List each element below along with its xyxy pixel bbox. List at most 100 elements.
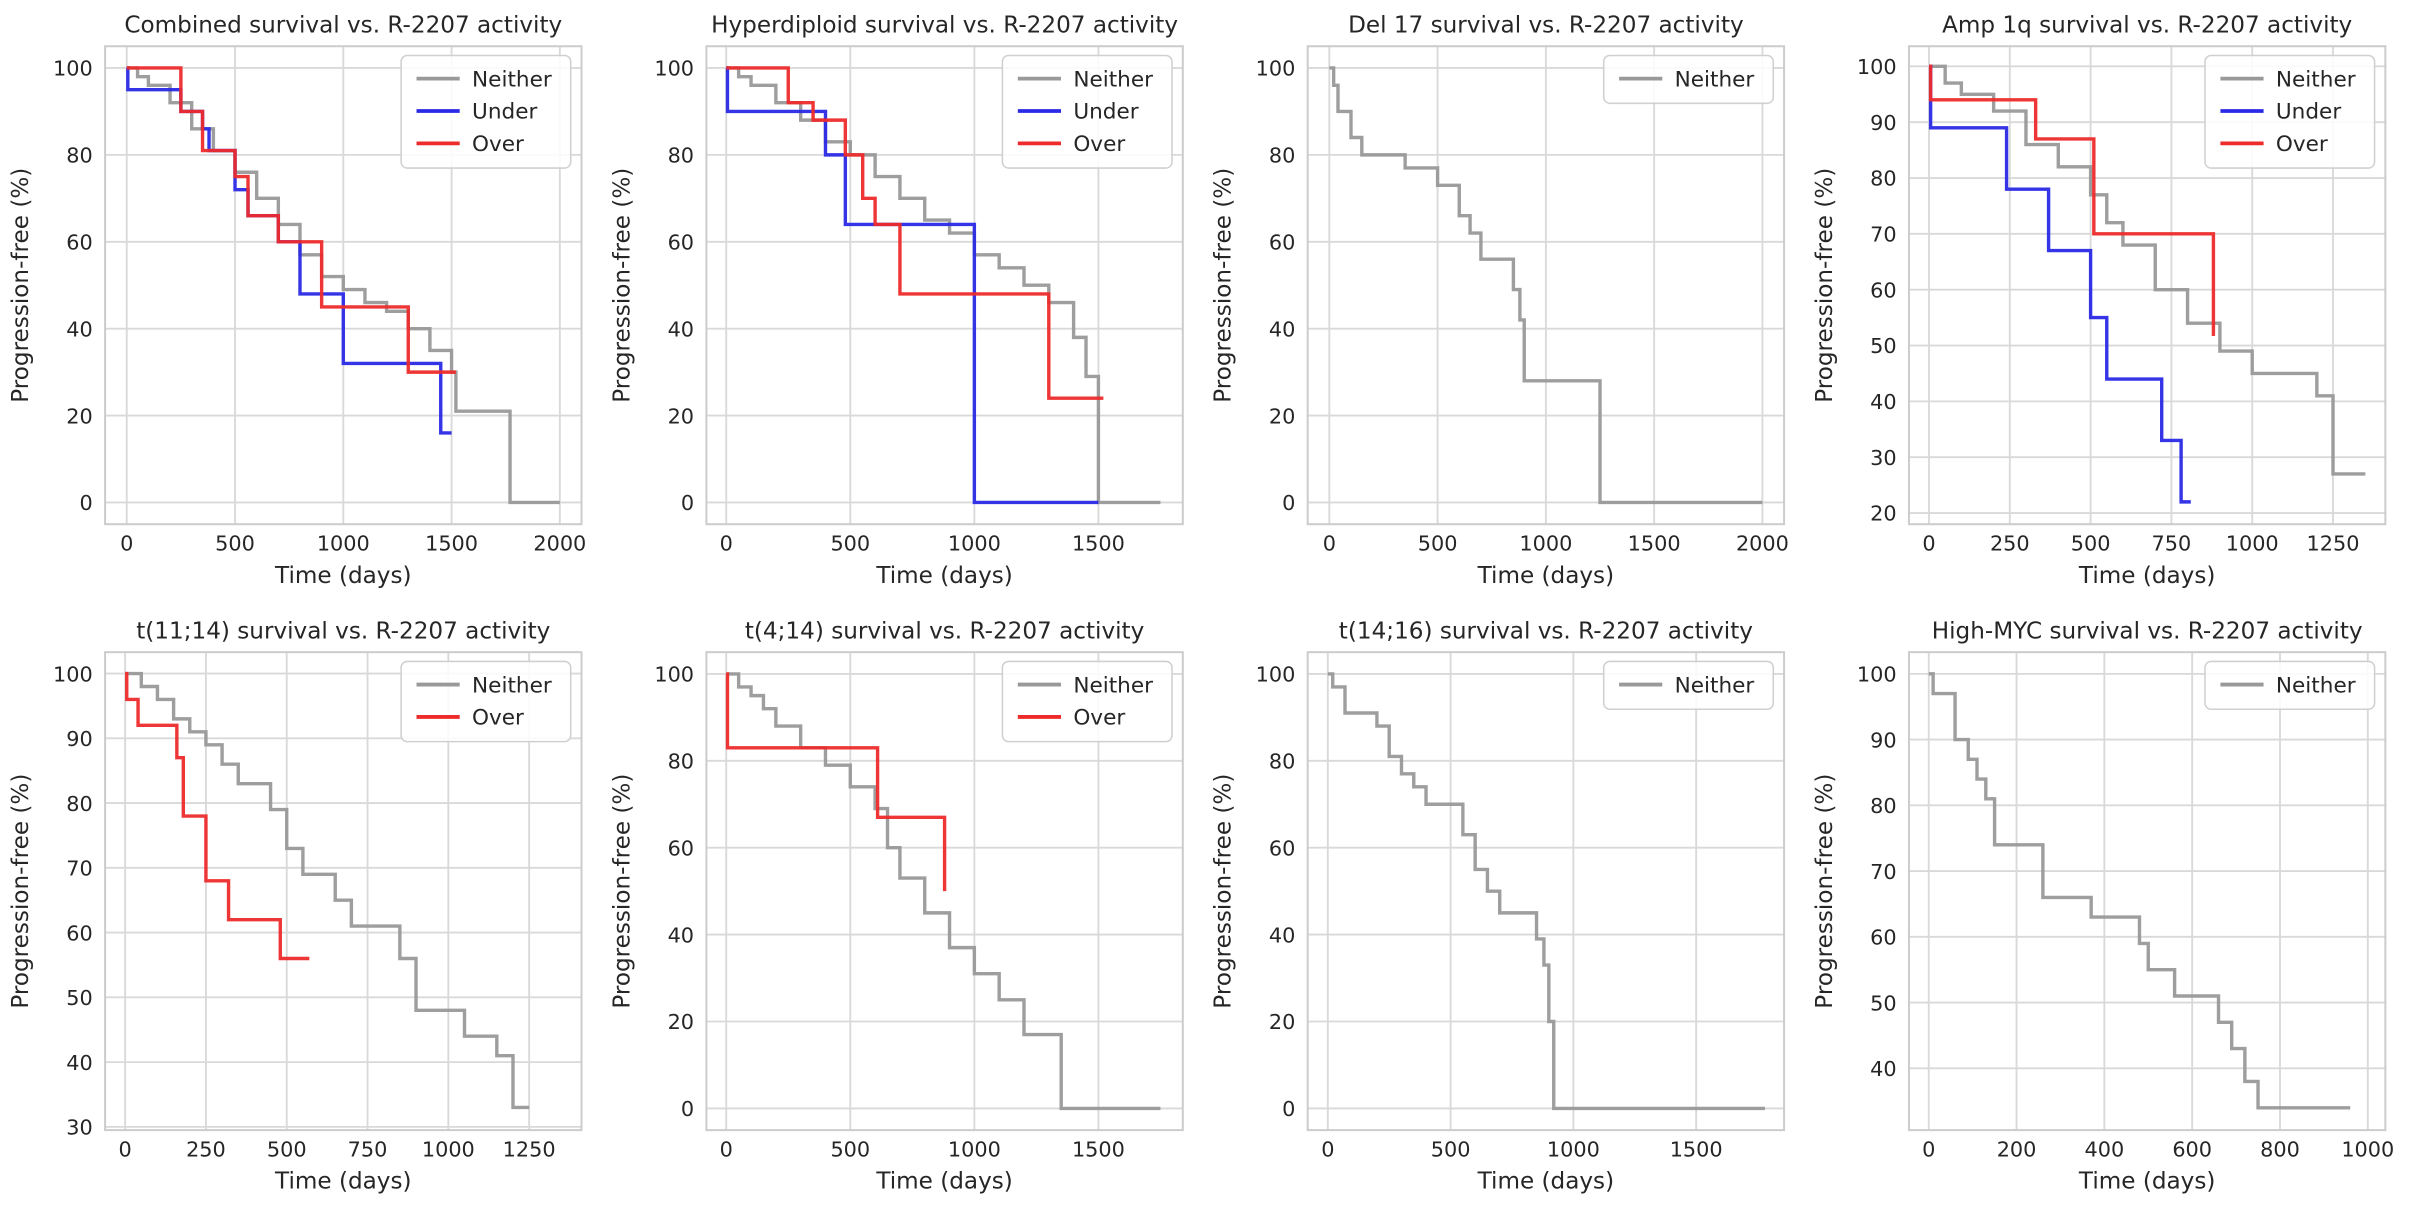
legend-label: Over: [472, 132, 524, 157]
survival-line: [126, 66, 456, 374]
survival-line: [726, 66, 1161, 505]
y-tick-label: 40: [1269, 923, 1295, 947]
chart-title: t(4;14) survival vs. R-2207 activity: [745, 618, 1144, 644]
x-tick-label: 750: [2152, 531, 2192, 555]
legend: Neither Under Over: [1001, 54, 1173, 169]
survival-line: [1327, 672, 1765, 1111]
x-tick-label: 1000: [317, 531, 370, 555]
y-tick-label: 0: [681, 1097, 694, 1121]
x-tick-label: 250: [1990, 531, 2030, 555]
y-tick-label: 100: [53, 57, 93, 81]
legend: Neither Over: [400, 660, 572, 743]
y-tick-label: 100: [1256, 57, 1296, 81]
legend-label: Neither: [2276, 67, 2356, 92]
legend-label: Neither: [472, 67, 552, 92]
legend: Neither Under Over: [400, 54, 572, 169]
x-tick-label: 1000: [422, 1137, 475, 1161]
x-tick-label: 250: [186, 1137, 226, 1161]
x-tick-label: 1000: [948, 1137, 1001, 1161]
x-tick-label: 0: [720, 1137, 733, 1161]
survival-line: [125, 671, 530, 1110]
legend: Neither: [2204, 660, 2376, 710]
x-tick-label: 0: [1922, 1137, 1935, 1161]
x-tick-label: 500: [1431, 1137, 1471, 1161]
y-axis-label: Progression-free (%): [1211, 168, 1237, 403]
x-axis-label: Time (days): [1477, 1169, 1614, 1195]
y-tick-label: 100: [53, 662, 93, 686]
chart-title: t(11;14) survival vs. R-2207 activity: [136, 618, 550, 644]
y-tick-label: 60: [66, 921, 92, 945]
y-tick-label: 70: [66, 857, 92, 881]
y-axis-label: Progression-free (%): [1812, 168, 1838, 403]
x-tick-label: 0: [119, 1137, 132, 1161]
y-tick-label: 80: [1269, 750, 1295, 774]
legend-box: [2204, 660, 2376, 710]
x-tick-label: 0: [720, 531, 733, 555]
y-tick-label: 100: [654, 57, 694, 81]
survival-line: [725, 66, 1099, 505]
x-tick-label: 1000: [1519, 531, 1572, 555]
y-tick-label: 60: [1870, 278, 1896, 302]
subplot: 0 500 1000 1500 2000 0 20 40 60 80 100 Combined sur…: [8, 12, 586, 588]
x-tick-label: 800: [2260, 1137, 2300, 1161]
y-tick-label: 80: [668, 144, 694, 168]
legend-box: [2204, 54, 2376, 169]
y-tick-label: 20: [1269, 404, 1295, 428]
x-tick-label: 500: [830, 531, 870, 555]
y-tick-label: 0: [80, 491, 93, 515]
y-tick-label: 40: [1269, 317, 1295, 341]
survival-line: [726, 672, 1161, 1111]
y-tick-label: 40: [1870, 1057, 1896, 1081]
x-tick-label: 1250: [2307, 531, 2360, 555]
y-tick-label: 40: [66, 1051, 92, 1075]
y-tick-label: 100: [1256, 663, 1296, 687]
legend-label: Neither: [2276, 673, 2356, 698]
x-tick-label: 1000: [1547, 1137, 1600, 1161]
y-tick-label: 90: [66, 727, 92, 751]
y-tick-label: 20: [66, 404, 92, 428]
plot-frame: [1907, 651, 2387, 1132]
legend: Neither: [1602, 660, 1775, 710]
x-tick-label: 200: [1997, 1137, 2037, 1161]
survival-line: [726, 66, 1104, 400]
y-tick-label: 70: [1870, 223, 1896, 247]
y-tick-label: 60: [668, 836, 694, 860]
x-tick-label: 1000: [2226, 531, 2279, 555]
survival-line: [125, 671, 310, 961]
x-axis-label: Time (days): [1477, 563, 1614, 589]
subplot: 0 500 1000 1500 0 20 40 60 80 100 t(14;16) surviva…: [1211, 618, 1786, 1195]
x-tick-label: 500: [215, 531, 255, 555]
y-tick-label: 50: [66, 986, 92, 1010]
y-tick-label: 40: [66, 317, 92, 341]
legend: Neither: [1602, 54, 1775, 105]
legend-label: Under: [2276, 100, 2341, 125]
legend-label: Neither: [1073, 673, 1153, 698]
survival-line: [1329, 66, 1763, 505]
subplot: 0 500 1000 1500 2000 0 20 40 60 80 100 Del 17 survi…: [1211, 12, 1789, 588]
subplot: 0 500 1000 1500 0 20 40 60 80 100 t(4;14) survival…: [609, 618, 1184, 1195]
legend: Neither Over: [1001, 660, 1173, 743]
legend-label: Neither: [1675, 673, 1755, 698]
x-tick-label: 1500: [1670, 1137, 1723, 1161]
x-tick-label: 1250: [503, 1137, 556, 1161]
chart-title: Del 17 survival vs. R-2207 activity: [1348, 12, 1744, 38]
y-axis-label: Progression-free (%): [1211, 774, 1237, 1009]
y-tick-label: 60: [1269, 836, 1295, 860]
chart-title: High-MYC survival vs. R-2207 activity: [1932, 618, 2363, 644]
x-axis-label: Time (days): [875, 563, 1012, 589]
y-tick-label: 80: [66, 144, 92, 168]
y-tick-label: 80: [1870, 794, 1896, 818]
x-tick-label: 500: [1418, 531, 1458, 555]
legend-box: [1602, 54, 1775, 105]
y-tick-label: 100: [1857, 663, 1897, 687]
plot-frame: [1907, 45, 2387, 526]
x-axis-label: Time (days): [274, 563, 411, 589]
legend-label: Under: [1073, 100, 1138, 125]
legend-box: [400, 54, 572, 169]
x-tick-label: 0: [120, 531, 133, 555]
y-tick-label: 100: [654, 663, 694, 687]
y-tick-label: 40: [1870, 390, 1896, 414]
survival-line: [126, 66, 560, 505]
y-tick-label: 80: [66, 792, 92, 816]
x-tick-label: 1000: [2341, 1137, 2394, 1161]
